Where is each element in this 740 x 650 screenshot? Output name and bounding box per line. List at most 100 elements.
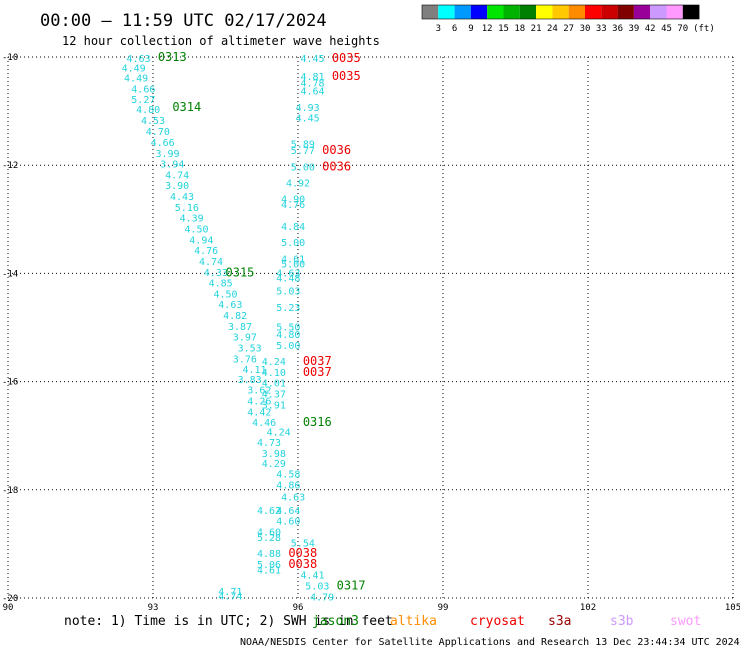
y-tick-label: -12 (2, 161, 18, 171)
pass-label-jason3: 0316 (303, 415, 332, 429)
color-scale-label: 24 (547, 24, 558, 34)
color-scale-label: 33 (596, 24, 607, 34)
wave-height-value: 4.84 (281, 222, 305, 233)
satellite-legend-cryosat: cryosat (470, 614, 525, 629)
wave-height-value: 4.74 (199, 257, 223, 268)
satellite-legend-altika: altika (390, 614, 437, 629)
wave-height-value: 4.78 (300, 78, 324, 89)
chart-title: 00:00 – 11:59 UTC 02/17/2024 (40, 11, 327, 31)
color-swatch (422, 5, 439, 19)
wave-height-value: 4.29 (262, 459, 286, 470)
wave-height-value: 4.48 (276, 274, 300, 285)
axis-ticks: 90 93 96 99 102 105 -10 -12 -14 -16 -18 -20 (2, 53, 740, 613)
color-swatch (454, 5, 471, 19)
x-tick-label: 93 (148, 603, 159, 613)
color-scale-legend: 3 6 9 12 15 18 21 24 27 30 33 36 39 42 45 70 (ft) (421, 4, 715, 34)
wave-height-value: 4.37 (262, 390, 286, 401)
wave-height-value: 4.60 (257, 527, 281, 538)
wave-height-value: 4.79 (310, 592, 334, 603)
wave-height-value: 4.66 (131, 84, 155, 95)
wave-height-value: 4.43 (170, 192, 194, 203)
wave-height-value: 3.94 (160, 160, 184, 171)
wave-height-value: 5.00 (281, 260, 305, 271)
wave-height-value: 5.89 (291, 140, 315, 151)
pass-label-cryosat: 0038 (288, 546, 317, 560)
color-scale-label: 70 (677, 24, 688, 34)
wave-height-value: 4.33 (204, 268, 228, 279)
wave-height-value: 4.74 (218, 591, 242, 602)
color-swatch (650, 5, 667, 19)
footnote: note: 1) Time is in UTC; 2) SWH is in fe… (64, 614, 393, 629)
wave-height-value: 5.16 (175, 203, 199, 214)
color-swatch (633, 5, 651, 19)
wave-height-value: 3.53 (238, 344, 262, 355)
wave-height-value: 3.98 (262, 449, 286, 460)
color-scale-label: 42 (645, 24, 656, 34)
wave-height-value: 4.58 (276, 470, 300, 481)
x-tick-label: 105 (725, 603, 740, 613)
chart-subtitle: 12 hour collection of altimeter wave hei… (62, 34, 380, 48)
pass-label-jason3: 0317 (337, 579, 366, 593)
wave-height-value: 4.74 (165, 170, 189, 181)
wave-height-value: 4.39 (180, 214, 204, 225)
color-scale-label: 6 (452, 24, 457, 34)
wave-height-value: 4.76 (281, 200, 305, 211)
color-swatch (601, 5, 618, 19)
wave-height-value: 3.90 (165, 181, 189, 192)
y-tick-label: -10 (2, 53, 18, 63)
satellite-legend-swot: swot (670, 614, 701, 629)
wave-height-value: 3.91 (262, 400, 286, 411)
color-swatch (503, 5, 520, 19)
pass-label-jason3: 0314 (172, 100, 201, 114)
wave-height-value: 4.88 (257, 549, 281, 560)
satellite-legend-jason3: jason3 (312, 614, 359, 629)
wave-height-value: 4.24 (267, 427, 291, 438)
color-scale-label: 12 (482, 24, 493, 34)
wave-height-value: 4.80 (136, 105, 160, 116)
wave-height-value: 4.63 (281, 492, 305, 503)
wave-height-value: 5.23 (276, 303, 300, 314)
wave-height-value: 4.01 (262, 379, 286, 390)
color-swatch (536, 5, 553, 19)
pass-label-jason3: 0315 (226, 265, 255, 279)
wave-height-value: 4.11 (242, 365, 266, 376)
wave-height-value: 5.00 (276, 341, 300, 352)
wave-height-value: 5.77 (291, 146, 315, 157)
y-tick-label: -18 (2, 486, 18, 496)
wave-height-value: 3.87 (228, 322, 252, 333)
pass-label-jason3: 0313 (158, 50, 187, 64)
wave-height-value: 4.81 (300, 72, 324, 83)
wave-height-value: 4.50 (184, 224, 208, 235)
wave-height-value: 5.03 (305, 582, 329, 593)
color-swatch (617, 5, 634, 19)
color-scale-label: 18 (514, 24, 525, 34)
wave-height-value: 4.53 (141, 116, 165, 127)
color-scale-label: 36 (612, 24, 623, 34)
satellite-legend-s3a: s3a (548, 614, 571, 629)
satellite-legend: jason3 altika cryosat s3a s3b swot (312, 614, 701, 629)
x-tick-label: 90 (3, 603, 14, 613)
wave-height-value: 5.03 (276, 287, 300, 298)
wave-height-value: 4.71 (218, 587, 242, 598)
wave-height-value: 4.63 (276, 268, 300, 279)
color-swatch (552, 5, 569, 19)
color-scale-label: 27 (563, 24, 574, 34)
wave-height-value: 4.64 (276, 506, 300, 517)
wave-height-value: 4.41 (300, 571, 324, 582)
wave-height-value: 5.54 (291, 538, 315, 549)
wave-height-value: 4.70 (146, 127, 170, 138)
wave-height-value: 4.10 (262, 368, 286, 379)
y-tick-label: -14 (2, 269, 18, 279)
wave-height-value: 4.61 (257, 565, 281, 576)
color-swatch (682, 5, 700, 19)
wave-height-value: 3.62 (247, 386, 271, 397)
wave-height-value: 5.00 (281, 238, 305, 249)
color-swatch (666, 5, 683, 19)
color-scale-label: 3 (436, 24, 441, 34)
wave-height-value: 4.45 (296, 114, 320, 125)
color-swatch (487, 5, 504, 19)
wave-height-value: 3.99 (155, 149, 179, 160)
wave-height-value: 4.66 (151, 138, 175, 149)
credit-footer: NOAA/NESDIS Center for Satellite Applica… (240, 637, 740, 648)
